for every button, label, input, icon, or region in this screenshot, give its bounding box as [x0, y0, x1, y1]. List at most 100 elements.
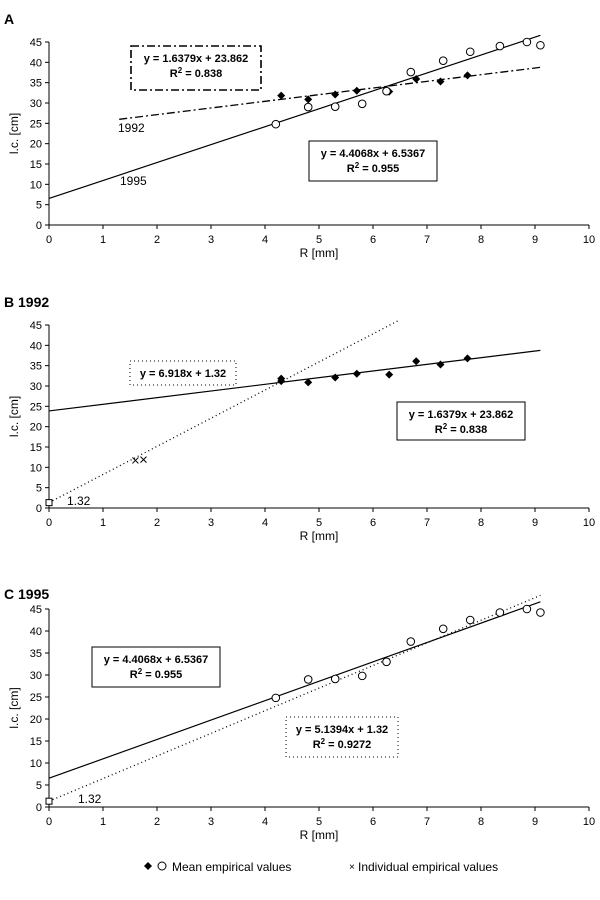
equation-text: y = 5.1394x + 1.32 [296, 724, 388, 736]
r-squared-superscript: 2 [321, 737, 326, 746]
y-tick-label: 45 [30, 604, 42, 616]
regression-line [48, 34, 541, 199]
data-point-diamond [304, 378, 313, 387]
x-tick-label: 5 [316, 816, 322, 828]
r-squared-text: R2 = 0.955 [347, 161, 399, 176]
x-tick-label: 10 [583, 234, 595, 246]
data-point-diamond [331, 373, 340, 382]
x-tick-label: 6 [370, 816, 376, 828]
x-tick-label: 2 [154, 517, 160, 529]
equation-text: y = 4.4068x + 6.5367 [321, 148, 426, 160]
data-point-diamond [352, 369, 361, 378]
data-point-circle [495, 41, 505, 51]
y-tick-label: 35 [30, 648, 42, 660]
data-point-x [132, 457, 139, 464]
x-tick-label: 0 [46, 234, 52, 246]
y-tick-label: 15 [30, 159, 42, 171]
r-squared-symbol: R [170, 68, 178, 80]
legend-x-marker: × [349, 862, 355, 873]
x-tick-label: 5 [316, 234, 322, 246]
series-line-label: 1995 [120, 174, 147, 188]
x-tick-label: 5 [316, 517, 322, 529]
r-squared-text: R2 = 0.9272 [313, 737, 372, 752]
x-tick-label: 6 [370, 234, 376, 246]
y-tick-label: 0 [36, 220, 42, 232]
data-point-diamond [385, 370, 394, 379]
x-tick-label: 2 [154, 234, 160, 246]
data-point-circle [406, 67, 416, 77]
data-point-diamond [331, 90, 340, 99]
data-point-circle [438, 56, 448, 66]
data-point-circle [522, 37, 532, 47]
data-point-diamond [277, 91, 286, 100]
r-squared-value: = 0.955 [142, 669, 182, 681]
y-tick-label: 35 [30, 78, 42, 90]
panel-label: B 1992 [4, 294, 49, 310]
x-axis-label: R [mm] [300, 529, 339, 543]
r-squared-symbol: R [347, 163, 355, 175]
regression-line [48, 349, 541, 412]
data-point-circle [330, 674, 340, 684]
x-tick-label: 0 [46, 517, 52, 529]
x-tick-label: 3 [208, 816, 214, 828]
x-tick-label: 7 [424, 517, 430, 529]
y-tick-label: 40 [30, 340, 42, 352]
data-point-circle [465, 615, 475, 625]
data-point-square [45, 499, 53, 507]
legend: Mean empirical values × Individual empir… [144, 860, 498, 874]
x-tick-label: 2 [154, 816, 160, 828]
data-point-circle [438, 624, 448, 634]
r-squared-symbol: R [130, 669, 138, 681]
equation-box [129, 360, 237, 386]
y-tick-label: 30 [30, 98, 42, 110]
legend-diamond-marker [144, 862, 152, 870]
y-tick-label: 0 [36, 503, 42, 515]
x-tick-label: 4 [262, 517, 268, 529]
x-axis-label: R [mm] [300, 246, 339, 260]
y-tick-label: 30 [30, 381, 42, 393]
data-point-circle [495, 608, 505, 617]
y-tick-label: 20 [30, 139, 42, 151]
x-tick-label: 1 [100, 517, 106, 529]
data-point-diamond [304, 95, 313, 104]
y-tick-label: 25 [30, 692, 42, 704]
x-tick-label: 3 [208, 517, 214, 529]
y-axis-label: l.c. [cm] [7, 396, 21, 437]
data-point-diamond [412, 357, 421, 366]
y-tick-label: 10 [30, 462, 42, 474]
data-point-circle [382, 86, 391, 96]
data-point-circle [303, 102, 313, 112]
y-axis-label: l.c. [cm] [7, 687, 21, 728]
data-point-x [140, 456, 147, 463]
x-tick-label: 1 [100, 816, 106, 828]
data-point-diamond [436, 77, 445, 86]
x-tick-label: 7 [424, 816, 430, 828]
equation-box [285, 716, 399, 758]
equation-text: y = 6.918x + 1.32 [140, 368, 226, 380]
x-tick-label: 8 [478, 517, 484, 529]
data-point-circle [330, 102, 340, 111]
legend-mean-label: Mean empirical values [172, 860, 291, 874]
y-tick-label: 45 [30, 37, 42, 49]
y-tick-label: 15 [30, 736, 42, 748]
panel-label: A [4, 11, 14, 27]
equation-text: y = 1.6379x + 23.862 [409, 409, 514, 421]
y-tick-label: 5 [36, 200, 42, 212]
y-tick-label: 0 [36, 802, 42, 814]
y-tick-label: 5 [36, 483, 42, 495]
y-tick-label: 5 [36, 780, 42, 792]
r-squared-value: = 0.9272 [325, 739, 371, 751]
y-tick-label: 10 [30, 758, 42, 770]
x-tick-label: 4 [262, 816, 268, 828]
data-point-circle [465, 47, 475, 57]
data-point-circle [536, 40, 545, 50]
regression-line [48, 319, 401, 504]
r-squared-symbol: R [313, 739, 321, 751]
data-point-circle [406, 637, 416, 646]
x-axis-label: R [mm] [300, 828, 339, 842]
r-squared-symbol: R [435, 424, 443, 436]
x-tick-label: 1 [100, 234, 106, 246]
